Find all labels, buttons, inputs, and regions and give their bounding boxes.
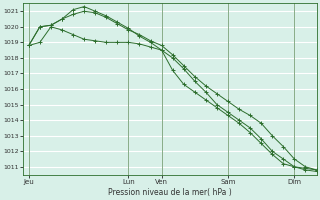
X-axis label: Pression niveau de la mer( hPa ): Pression niveau de la mer( hPa ) <box>108 188 232 197</box>
